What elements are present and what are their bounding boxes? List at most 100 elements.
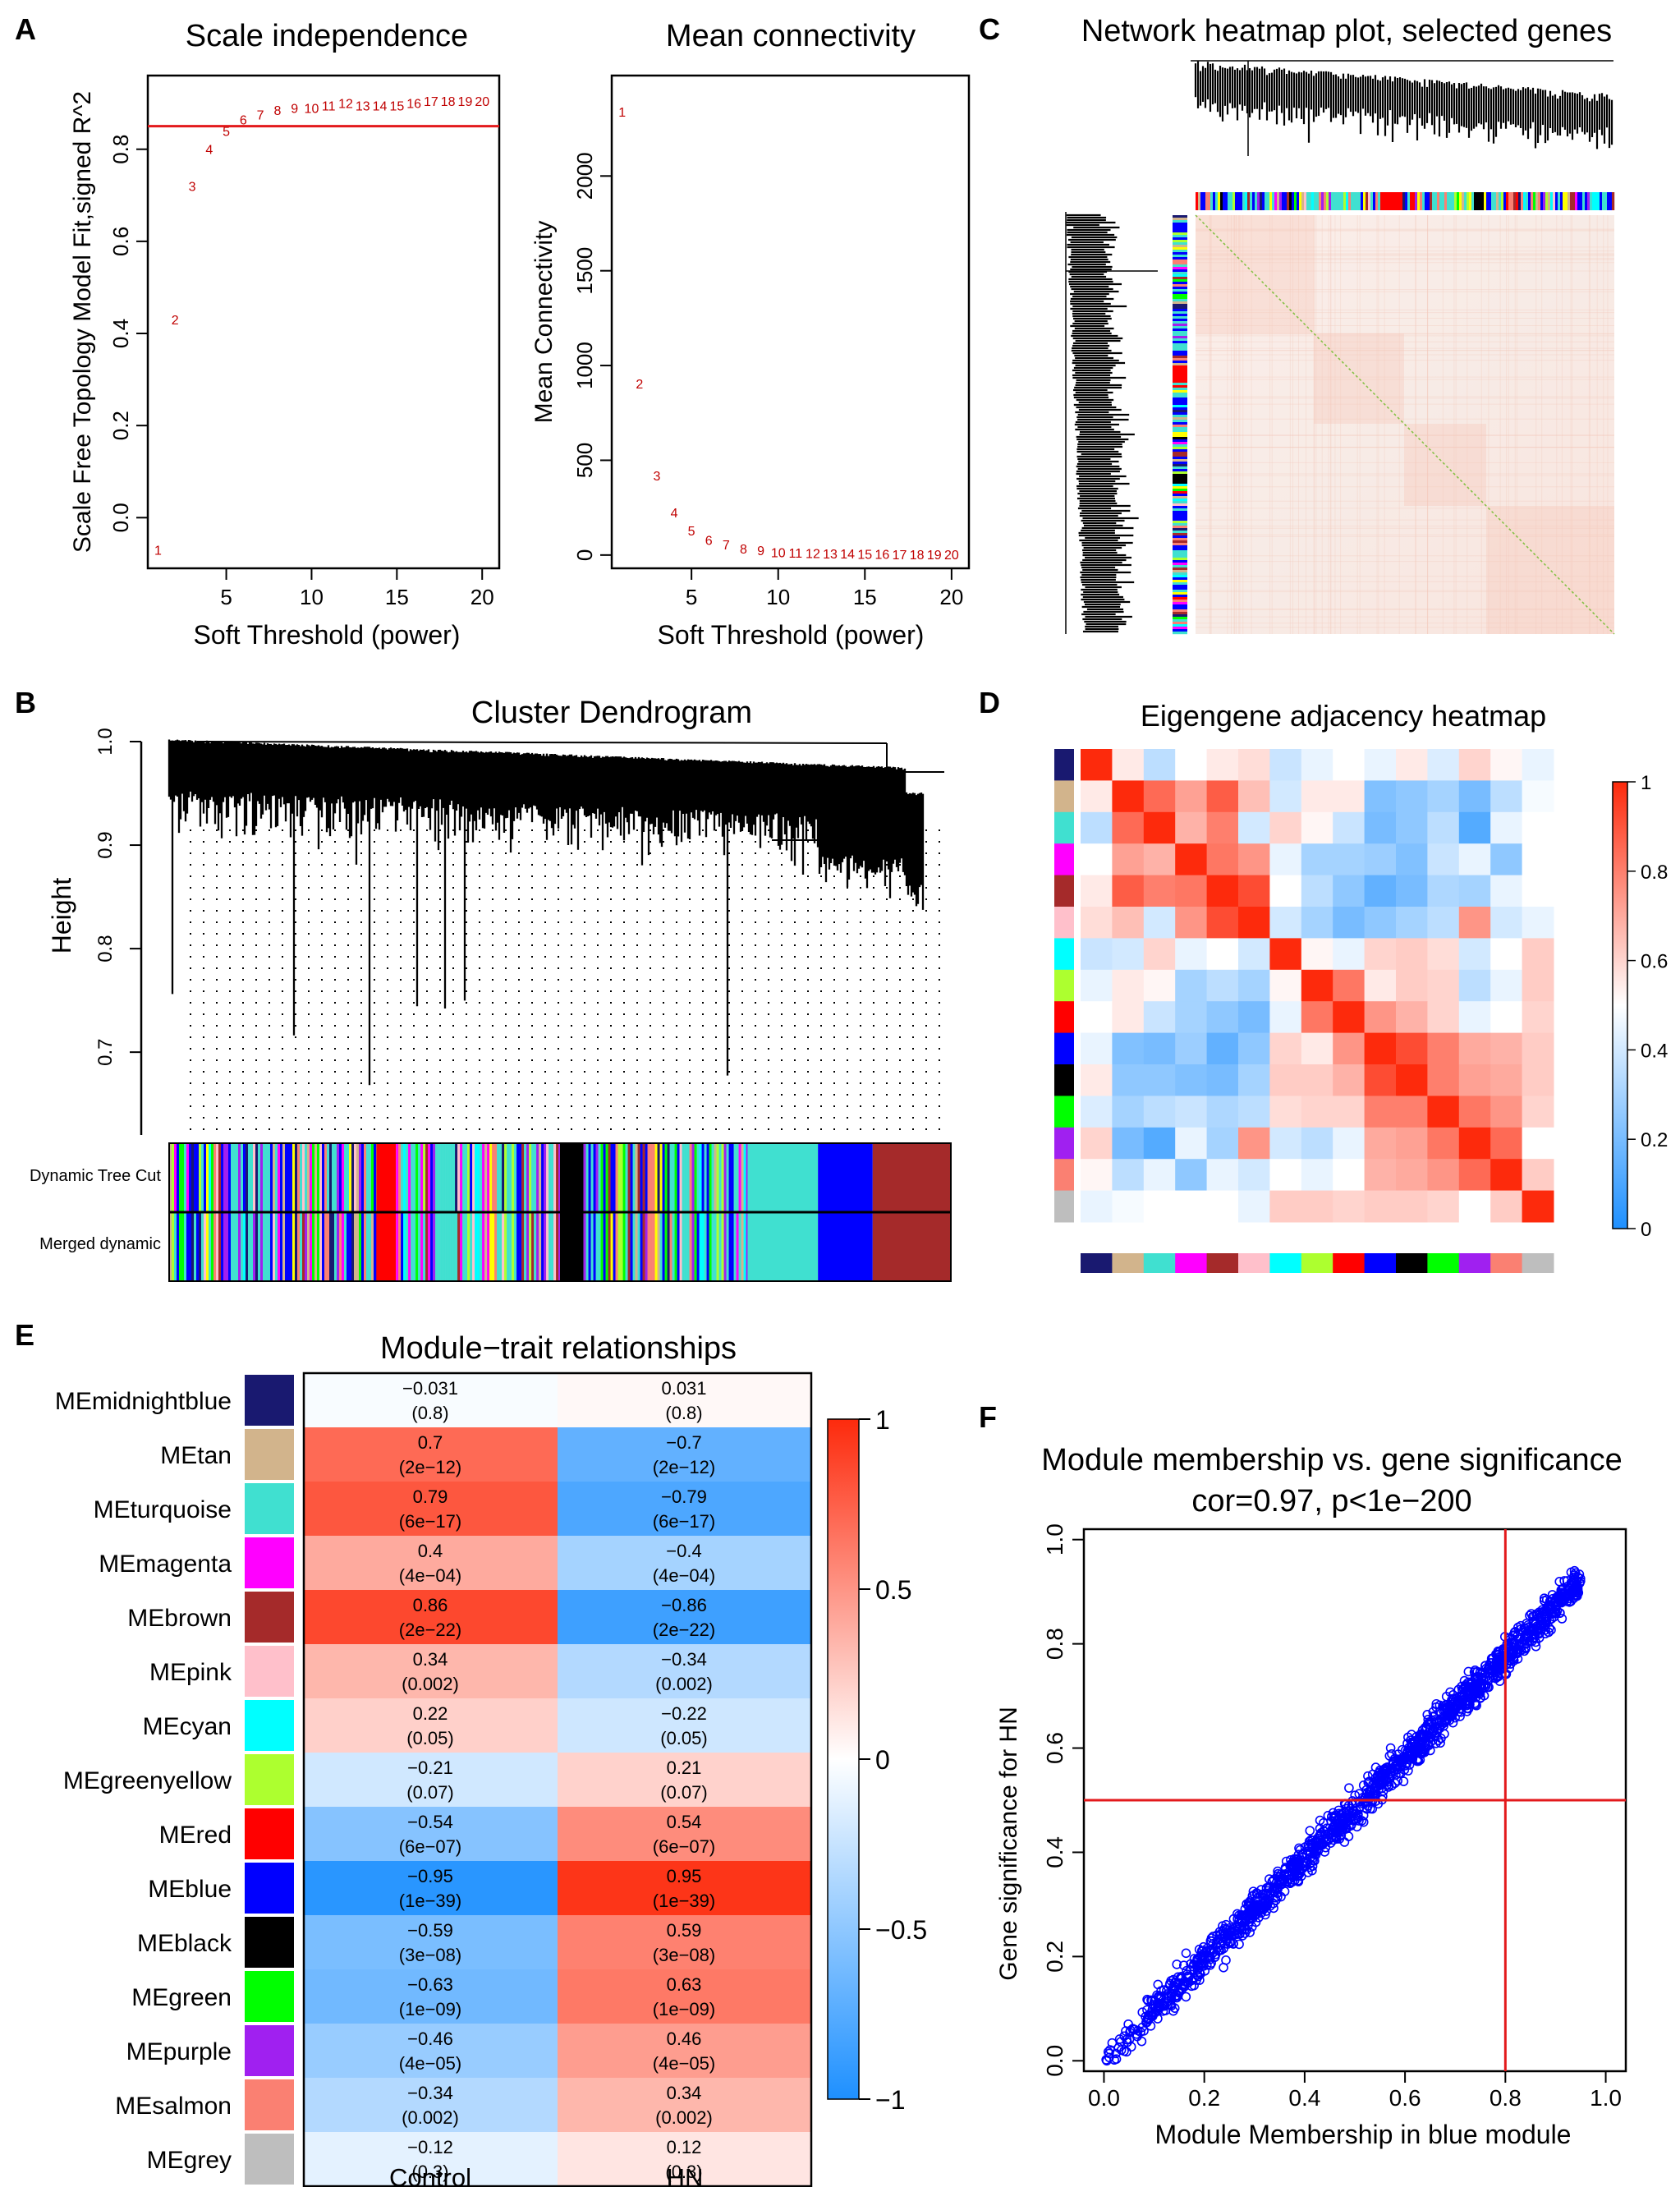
c-top-color-strip bbox=[1432, 192, 1435, 210]
c-top-color-strip bbox=[1444, 192, 1448, 210]
b-band-merged bbox=[231, 1212, 234, 1281]
b-band-dynamic bbox=[747, 1143, 819, 1212]
d-cell bbox=[1238, 1190, 1270, 1223]
f-point bbox=[1544, 1600, 1554, 1610]
c-left-color-strip bbox=[1173, 457, 1187, 460]
b-band-merged bbox=[709, 1212, 712, 1281]
b-band-merged bbox=[329, 1212, 333, 1281]
d-cell bbox=[1206, 1190, 1239, 1223]
b-band-dynamic bbox=[305, 1143, 308, 1212]
b-band-dynamic bbox=[637, 1143, 640, 1212]
b-band-merged bbox=[595, 1212, 599, 1281]
e-module-swatch-green bbox=[245, 1971, 294, 2022]
b-band-merged bbox=[654, 1212, 658, 1281]
d-cell bbox=[1427, 875, 1460, 907]
f-point bbox=[1116, 2045, 1127, 2056]
c-left-color-strip bbox=[1173, 343, 1187, 347]
f-point bbox=[1428, 1707, 1439, 1717]
c-top-color-strip bbox=[1503, 192, 1507, 210]
a1-x-tick-label: 5 bbox=[220, 585, 232, 609]
d-cell bbox=[1490, 907, 1523, 939]
f-point bbox=[1404, 1743, 1414, 1753]
f-point bbox=[1465, 1682, 1476, 1692]
e-cell-value: −0.46 bbox=[407, 2028, 453, 2049]
b-band-dynamic bbox=[423, 1143, 426, 1212]
b-band-dynamic bbox=[583, 1143, 586, 1212]
d-cell bbox=[1396, 1159, 1428, 1192]
b-band-merged bbox=[465, 1212, 468, 1281]
b-band-dynamic bbox=[206, 1143, 209, 1212]
e-colorbar-tick-label: 0 bbox=[875, 1745, 890, 1775]
b-band-merged bbox=[507, 1212, 510, 1281]
f-point bbox=[1378, 1768, 1388, 1779]
b-band-merged bbox=[312, 1212, 315, 1281]
c-left-color-strip bbox=[1173, 508, 1187, 512]
d-cell bbox=[1081, 1190, 1113, 1223]
c-left-color-strip bbox=[1173, 319, 1187, 322]
b-band-merged bbox=[415, 1212, 419, 1281]
b-band-dynamic bbox=[741, 1143, 744, 1212]
b-band-merged bbox=[541, 1212, 544, 1281]
f-point bbox=[1311, 1840, 1322, 1850]
f-point bbox=[1528, 1633, 1539, 1643]
a1-point-label: 2 bbox=[172, 314, 179, 328]
d-module-color-turquoise bbox=[1143, 1253, 1176, 1273]
f-point bbox=[1200, 1952, 1210, 1963]
c-top-color-strip bbox=[1341, 192, 1344, 210]
d-cell bbox=[1490, 1001, 1523, 1034]
d-cell bbox=[1427, 843, 1460, 876]
d-cell bbox=[1458, 1190, 1491, 1223]
d-cell bbox=[1206, 1127, 1239, 1160]
d-cell bbox=[1396, 811, 1428, 844]
b-band-merged bbox=[622, 1212, 626, 1281]
f-point bbox=[1195, 1968, 1205, 1978]
d-cell bbox=[1269, 780, 1302, 813]
d-cell bbox=[1206, 1032, 1239, 1065]
c-left-color-strip bbox=[1173, 321, 1187, 324]
b-band-merged bbox=[366, 1212, 370, 1281]
d-cell bbox=[1206, 843, 1239, 876]
b-band-dynamic bbox=[544, 1143, 547, 1212]
e-cell-pvalue: (6e−07) bbox=[399, 1836, 461, 1857]
d-module-color-midnightblue bbox=[1054, 749, 1074, 781]
c-left-color-strip bbox=[1173, 361, 1187, 364]
d-module-color-black bbox=[1054, 1064, 1074, 1096]
b-band-merged bbox=[711, 1212, 714, 1281]
e-cell bbox=[558, 1861, 811, 1916]
c-top-color-strip bbox=[1449, 192, 1453, 210]
d-cell bbox=[1301, 1064, 1333, 1096]
c-left-color-strip bbox=[1173, 223, 1187, 226]
e-row-label: MEmagenta bbox=[99, 1551, 232, 1578]
b-band-merged bbox=[319, 1212, 323, 1281]
a2-point-label: 10 bbox=[771, 546, 786, 560]
b-band-dynamic bbox=[652, 1143, 655, 1212]
e-cell bbox=[304, 1969, 558, 2024]
c-top-color-strip bbox=[1230, 192, 1233, 210]
c-top-color-strip bbox=[1294, 192, 1297, 210]
b-band-dynamic bbox=[327, 1143, 330, 1212]
b-band-merged bbox=[287, 1212, 291, 1281]
b-band-dynamic bbox=[359, 1143, 362, 1212]
b-band-dynamic bbox=[728, 1143, 732, 1212]
d-cell bbox=[1269, 1001, 1302, 1034]
d-title: Eigengene adjacency heatmap bbox=[1141, 699, 1546, 733]
c-top-color-strip bbox=[1442, 192, 1445, 210]
c-top-color-strip bbox=[1533, 192, 1536, 210]
b-band-dynamic bbox=[263, 1143, 266, 1212]
d-module-color-tan bbox=[1054, 780, 1074, 813]
b-band-merged bbox=[292, 1212, 296, 1281]
a2-y-tick-label: 1500 bbox=[572, 247, 597, 295]
d-cell bbox=[1175, 1001, 1208, 1034]
b-band-dynamic bbox=[314, 1143, 318, 1212]
d-cell bbox=[1396, 780, 1428, 813]
c-top-color-strip bbox=[1486, 192, 1490, 210]
e-cell-value: 0.22 bbox=[413, 1703, 448, 1724]
c-top-color-strip bbox=[1499, 192, 1502, 210]
b-band-merged bbox=[632, 1212, 636, 1281]
f-point bbox=[1191, 1970, 1202, 1980]
b-band-merged bbox=[282, 1212, 286, 1281]
e-module-swatch-midnightblue bbox=[245, 1375, 294, 1426]
d-cell bbox=[1333, 938, 1366, 971]
f-point bbox=[1289, 1854, 1300, 1864]
e-cell-value: 0.54 bbox=[667, 1812, 702, 1832]
